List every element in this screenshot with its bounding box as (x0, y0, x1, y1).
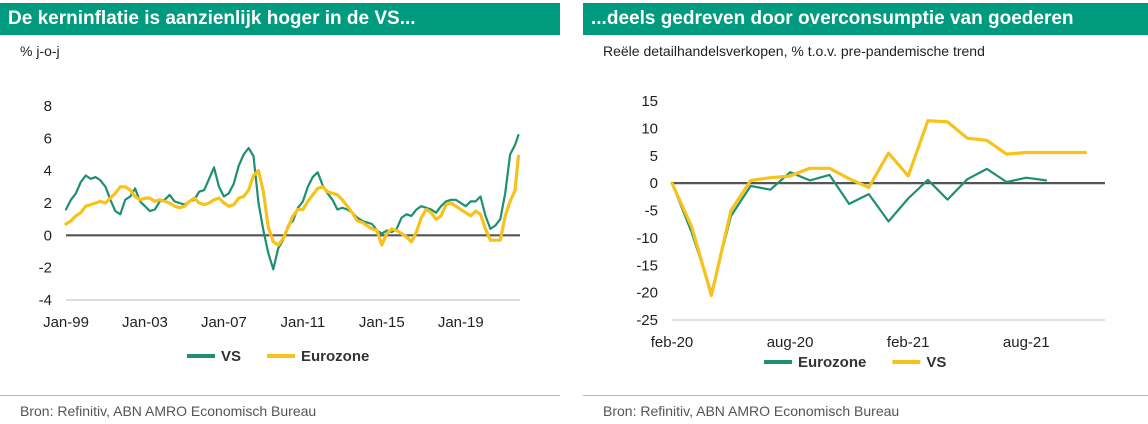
series-line-vs (64, 134, 520, 271)
legend-label-vs: VS (221, 348, 241, 365)
y-tick-label: 5 (650, 148, 658, 165)
y-tick-label: 8 (44, 98, 52, 115)
series-line-vs (670, 119, 1087, 297)
y-tick-label: 0 (44, 227, 52, 244)
right-source-divider (583, 395, 1148, 396)
legend-label-eurozone: Eurozone (301, 348, 369, 365)
right-chart-subtitle: Reële detailhandelsverkopen, % t.o.v. pr… (603, 43, 985, 59)
y-tick-label: 6 (44, 130, 52, 147)
y-tick-label: -25 (636, 312, 658, 329)
x-tick-label: Jan-03 (122, 314, 168, 331)
x-tick-label: Jan-15 (359, 314, 405, 331)
right-chart-panel: ...deels gedreven door overconsumptie va… (583, 0, 1148, 424)
left-chart: 8 6 4 2 0 -2 -4 Jan-99 Jan-03 Jan-07 Jan-11 Jan-15 J… (39, 98, 521, 365)
y-tick-label: 4 (44, 163, 52, 180)
y-tick-label: -10 (636, 230, 658, 247)
y-tick-label: 15 (641, 93, 658, 110)
x-tick-label: feb-20 (651, 334, 694, 351)
right-source-text: Bron: Refinitiv, ABN AMRO Economisch Bur… (603, 403, 900, 419)
x-tick-label: Jan-99 (43, 314, 89, 331)
y-tick-label: -20 (636, 285, 658, 302)
x-tick-label: Jan-11 (280, 314, 325, 331)
legend-label-eurozone: Eurozone (798, 354, 866, 371)
x-tick-label: aug-20 (767, 334, 814, 351)
x-tick-label: aug-21 (1003, 334, 1050, 351)
series-line-eurozone (64, 154, 521, 247)
x-tick-label: Jan-07 (201, 314, 247, 331)
y-tick-label: 0 (650, 175, 658, 192)
legend-label-vs: VS (926, 354, 946, 371)
left-chart-panel: De kerninflatie is aanzienlijk hoger in … (0, 0, 560, 424)
left-source-divider (0, 395, 560, 396)
left-source-text: Bron: Refinitiv, ABN AMRO Economisch Bur… (20, 403, 317, 419)
x-tick-label: Jan-19 (438, 314, 484, 331)
x-tick-label: feb-21 (887, 334, 930, 351)
right-chart: 15 10 5 0 -5 -10 -15 -20 -25 feb-20 aug-20 feb-21 au… (636, 93, 1105, 371)
left-chart-subtitle: % j-o-j (20, 43, 60, 59)
y-tick-label: -15 (636, 257, 658, 274)
y-tick-label: -2 (39, 260, 52, 277)
y-tick-label: 2 (44, 195, 52, 212)
left-chart-title: De kerninflatie is aanzienlijk hoger in … (0, 3, 560, 35)
y-tick-label: -4 (39, 292, 52, 309)
y-tick-label: -5 (645, 203, 658, 220)
y-tick-label: 10 (641, 120, 658, 137)
right-chart-title: ...deels gedreven door overconsumptie va… (583, 3, 1148, 35)
series-line-eurozone (670, 167, 1048, 294)
